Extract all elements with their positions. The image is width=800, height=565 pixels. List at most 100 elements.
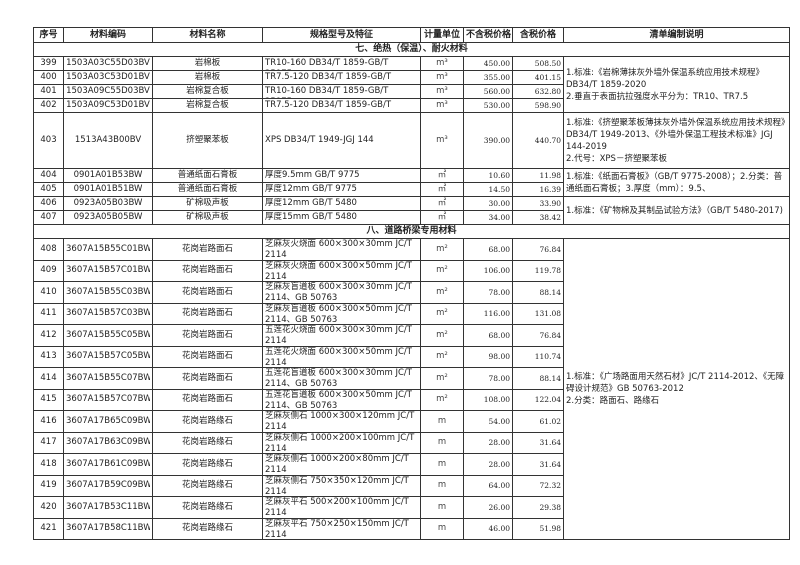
material-spec-text: 芝麻灰侧石 1000×200×100mm JC/T 2114: [265, 432, 415, 453]
material-spec-text: 五莲花盲道板 600×300×30mm JC/T 2114、GB 50763: [265, 368, 412, 389]
price-excl-tax: 530.00: [463, 98, 513, 113]
unit: m²: [420, 324, 464, 347]
price-excl-tax: 560.00: [463, 84, 513, 99]
material-spec-text: 五莲花盲道板 600×300×50mm JC/T 2114、GB 50763: [265, 389, 412, 410]
row-number: 406: [33, 196, 64, 211]
header-row: 序号 材料编码 材料名称 规格型号及特征 计量单位 不含税价格 含税价格 清单编…: [33, 27, 790, 43]
material-spec-text: TR10-160 DB34/T 1859-GB/T 25975: [265, 85, 389, 98]
row-number: 414: [33, 367, 64, 390]
price-incl-tax: 31.64: [512, 453, 564, 476]
material-spec-text: XPS DB34/T 1949-JGJ 144: [265, 135, 374, 145]
material-name: 岩棉复合板: [152, 98, 263, 113]
material-name: 花岗岩路面石: [152, 302, 263, 325]
material-spec-text: 五莲花火烧面 600×300×30mm JC/T 2114: [265, 325, 412, 346]
material-name: 岩棉板: [152, 70, 263, 85]
material-spec: 芝麻灰侧石 1000×200×80mm JC/T 2114: [262, 453, 421, 476]
material-spec-text: TR10-160 DB34/T 1859-GB/T 25975: [265, 57, 389, 70]
price-incl-tax: 61.02: [512, 410, 564, 433]
unit: ㎡: [420, 210, 464, 225]
material-code: 1513A43B00BV: [63, 112, 153, 169]
material-spec: 五莲花盲道板 600×300×30mm JC/T 2114、GB 50763: [262, 367, 421, 390]
row-number: 410: [33, 281, 64, 304]
material-spec: 厚度9.5mm GB/T 9775: [262, 168, 421, 183]
material-code: 3607A15B57C03BW: [63, 302, 153, 325]
material-code: 1503A09C53D01BV: [63, 98, 153, 113]
row-number: 419: [33, 474, 64, 497]
unit: ㎡: [420, 168, 464, 183]
materials-price-table: 序号 材料编码 材料名称 规格型号及特征 计量单位 不含税价格 含税价格 清单编…: [33, 27, 790, 540]
header-unit: 计量单位: [420, 27, 464, 43]
material-code-text: 3607A15B57C03BW: [66, 308, 150, 319]
material-spec-text: 芝麻灰火烧面 600×300×30mm JC/T 2114: [265, 239, 412, 260]
row-number: 409: [33, 259, 64, 282]
material-spec: XPS DB34/T 1949-JGJ 144: [262, 112, 421, 169]
price-incl-tax: 11.98: [512, 168, 564, 183]
row-number: 400: [33, 70, 64, 85]
row-number: 421: [33, 517, 64, 540]
material-spec-text: 厚度9.5mm GB/T 9775: [265, 170, 360, 180]
material-code-text: 1503A03C55D03BV: [66, 58, 150, 68]
material-code: 3607A15B57C01BW: [63, 259, 153, 282]
material-code: 3607A15B55C03BW: [63, 281, 153, 304]
material-code: 1503A03C55D03BV: [63, 56, 153, 71]
price-incl-tax: 38.42: [512, 210, 564, 225]
material-name: 花岗岩路面石: [152, 259, 263, 282]
table-row: 399 1503A03C55D03BV 岩棉板 TR10-160 DB34/T …: [33, 56, 790, 113]
material-code: 1503A09C55D03BV: [63, 84, 153, 99]
section-row: 八、道路桥梁专用材料: [33, 224, 790, 239]
unit: ㎡: [420, 196, 464, 211]
material-code-text: 3607A15B55C07BW: [66, 372, 150, 383]
price-excl-tax: 78.00: [463, 281, 513, 304]
material-name: 岩棉复合板: [152, 84, 263, 99]
price-excl-tax: 14.50: [463, 182, 513, 197]
material-name: 花岗岩路面石: [152, 281, 263, 304]
table-row: 411 3607A15B57C03BW 花岗岩路面石 芝麻灰盲道板 600×30…: [33, 302, 790, 325]
price-excl-tax: 98.00: [463, 345, 513, 368]
material-spec-text: 芝麻灰盲道板 600×300×50mm JC/T 2114、GB 50763: [265, 303, 412, 324]
row-number: 401: [33, 84, 64, 99]
material-name: 花岗岩路缘石: [152, 496, 263, 519]
material-name: 矿棉吸声板: [152, 210, 263, 225]
table-row: 400 1503A03C53D01BV 岩棉板 TR7.5-120 DB34/T…: [33, 70, 790, 85]
table-row: 406 0923A05B03BW 矿棉吸声板 厚度12mm GB/T 5480 …: [33, 196, 790, 225]
price-excl-tax: 78.00: [463, 367, 513, 390]
material-code-text: 3607A15B57C01BW: [66, 265, 150, 276]
price-excl-tax: 34.00: [463, 210, 513, 225]
material-code-text: 3607A15B57C05BW: [66, 351, 150, 362]
material-spec-text: 芝麻灰侧石 1000×300×120mm JC/T 2114: [265, 411, 415, 432]
row-number: 404: [33, 168, 64, 183]
material-code: 0901A01B51BW: [63, 182, 153, 197]
material-spec: 芝麻灰火烧面 600×300×30mm JC/T 2114: [262, 238, 421, 261]
price-incl-tax: 29.38: [512, 496, 564, 519]
material-code: 3607A17B61C09BW: [63, 453, 153, 476]
price-excl-tax: 106.00: [463, 259, 513, 282]
material-spec: 五莲花盲道板 600×300×50mm JC/T 2114、GB 50763: [262, 388, 421, 411]
table-row: 404 0901A01B53BW 普通纸面石膏板 厚度9.5mm GB/T 97…: [33, 168, 790, 197]
material-spec: 芝麻灰平石 500×200×100mm JC/T 2114: [262, 496, 421, 519]
material-code-text: 3607A15B55C03BW: [66, 286, 150, 297]
price-excl-tax: 355.00: [463, 70, 513, 85]
price-excl-tax: 68.00: [463, 324, 513, 347]
material-spec-text: 芝麻灰侧石 750×350×120mm JC/T 2114: [265, 475, 409, 496]
material-name: 花岗岩路面石: [152, 345, 263, 368]
section-row: 七、绝热（保温）、耐火材料: [33, 42, 790, 57]
price-incl-tax: 31.64: [512, 431, 564, 454]
material-spec: 厚度15mm GB/T 5480: [262, 210, 421, 225]
material-name: 花岗岩路面石: [152, 388, 263, 411]
unit: m²: [420, 302, 464, 325]
material-code: 3607A15B57C07BW: [63, 388, 153, 411]
unit: m³: [420, 98, 464, 113]
material-spec-text: 厚度12mm GB/T 5480: [265, 198, 357, 208]
material-spec: TR7.5-120 DB34/T 1859-GB/T: [262, 98, 421, 113]
material-spec-text: TR7.5-120 DB34/T 1859-GB/T: [265, 100, 392, 110]
price-excl-tax: 10.60: [463, 168, 513, 183]
table-row: 421 3607A17B58C11BW 花岗岩路缘石 芝麻灰平石 750×250…: [33, 517, 790, 540]
material-code-text: 3607A15B55C01BW: [66, 243, 150, 254]
material-name: 花岗岩路面石: [152, 367, 263, 390]
row-number: 399: [33, 56, 64, 71]
price-incl-tax: 632.80: [512, 84, 564, 99]
listing-notes: 1.标准:《挤塑聚苯板薄抹灰外墙外保温系统应用技术规程》DB34/T 1949-…: [563, 112, 790, 169]
header-price: 不含税价格: [463, 27, 513, 43]
unit: m²: [420, 388, 464, 411]
row-number: 420: [33, 496, 64, 519]
